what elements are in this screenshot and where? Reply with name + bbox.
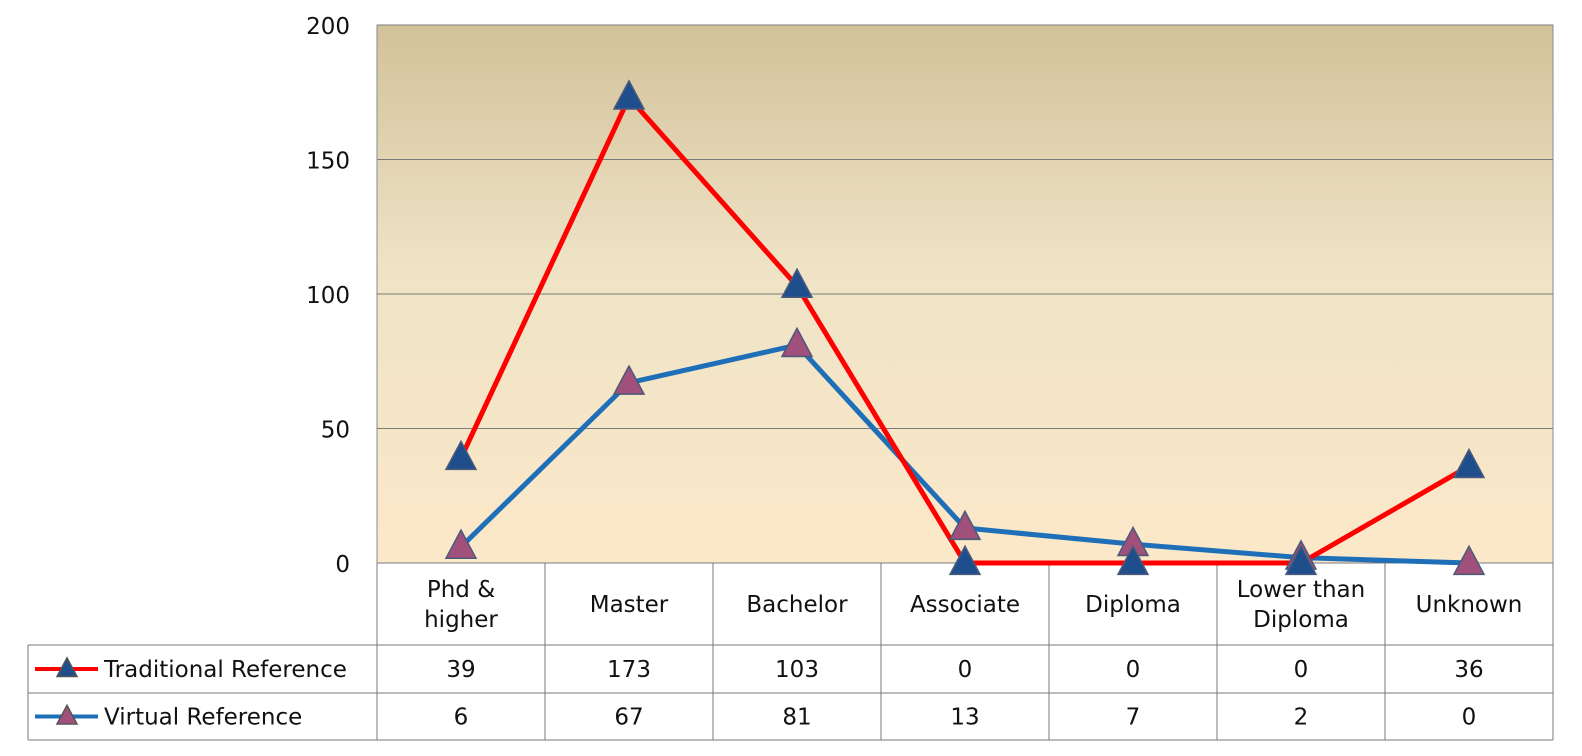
y-tick-label: 150 bbox=[306, 149, 350, 175]
legend-marker bbox=[55, 703, 79, 725]
data-point-marker bbox=[612, 364, 646, 395]
data-point-marker bbox=[780, 326, 814, 358]
legend-marker bbox=[55, 656, 79, 678]
y-tick-label: 50 bbox=[321, 418, 350, 444]
table-value-cell: 13 bbox=[950, 705, 979, 731]
table-value-cell: 0 bbox=[958, 657, 973, 683]
x-category-label: Unknown bbox=[1416, 592, 1523, 618]
data-point-marker bbox=[948, 509, 982, 541]
table-value-cell: 36 bbox=[1454, 657, 1483, 683]
data-point-marker bbox=[444, 528, 478, 559]
data-point-marker bbox=[1284, 544, 1318, 576]
legend-label: Virtual Reference bbox=[104, 705, 302, 731]
data-point-marker bbox=[1452, 544, 1486, 576]
y-tick-label: 200 bbox=[306, 14, 350, 40]
x-category-label: Diploma bbox=[1253, 607, 1349, 633]
data-point-marker bbox=[948, 544, 982, 576]
table-value-cell: 103 bbox=[775, 657, 819, 683]
x-category-label: Bachelor bbox=[746, 592, 848, 618]
data-point-marker bbox=[780, 267, 814, 299]
table-value-cell: 173 bbox=[607, 657, 651, 683]
table-value-cell: 67 bbox=[614, 705, 643, 731]
y-tick-label: 0 bbox=[335, 552, 350, 578]
x-category-label: higher bbox=[424, 607, 498, 633]
data-point-marker bbox=[1116, 544, 1150, 576]
x-category-label: Associate bbox=[910, 592, 1020, 618]
table-value-cell: 0 bbox=[1294, 657, 1309, 683]
table-value-cell: 0 bbox=[1126, 657, 1141, 683]
y-tick-label: 100 bbox=[306, 283, 350, 309]
table-value-cell: 0 bbox=[1462, 705, 1477, 731]
legend-label: Traditional Reference bbox=[103, 657, 347, 683]
data-point-marker bbox=[1452, 447, 1486, 479]
x-category-label: Lower than bbox=[1237, 577, 1365, 603]
data-point-marker bbox=[444, 439, 478, 471]
x-category-label: Master bbox=[590, 592, 669, 618]
x-category-label: Diploma bbox=[1085, 592, 1181, 618]
table-value-cell: 81 bbox=[782, 705, 811, 731]
x-category-label: Phd & bbox=[427, 577, 495, 603]
table-value-cell: 39 bbox=[446, 657, 475, 683]
table-value-cell: 2 bbox=[1294, 705, 1309, 731]
table-value-cell: 6 bbox=[454, 705, 469, 731]
table-value-cell: 7 bbox=[1126, 705, 1141, 731]
data-point-marker bbox=[612, 79, 646, 110]
